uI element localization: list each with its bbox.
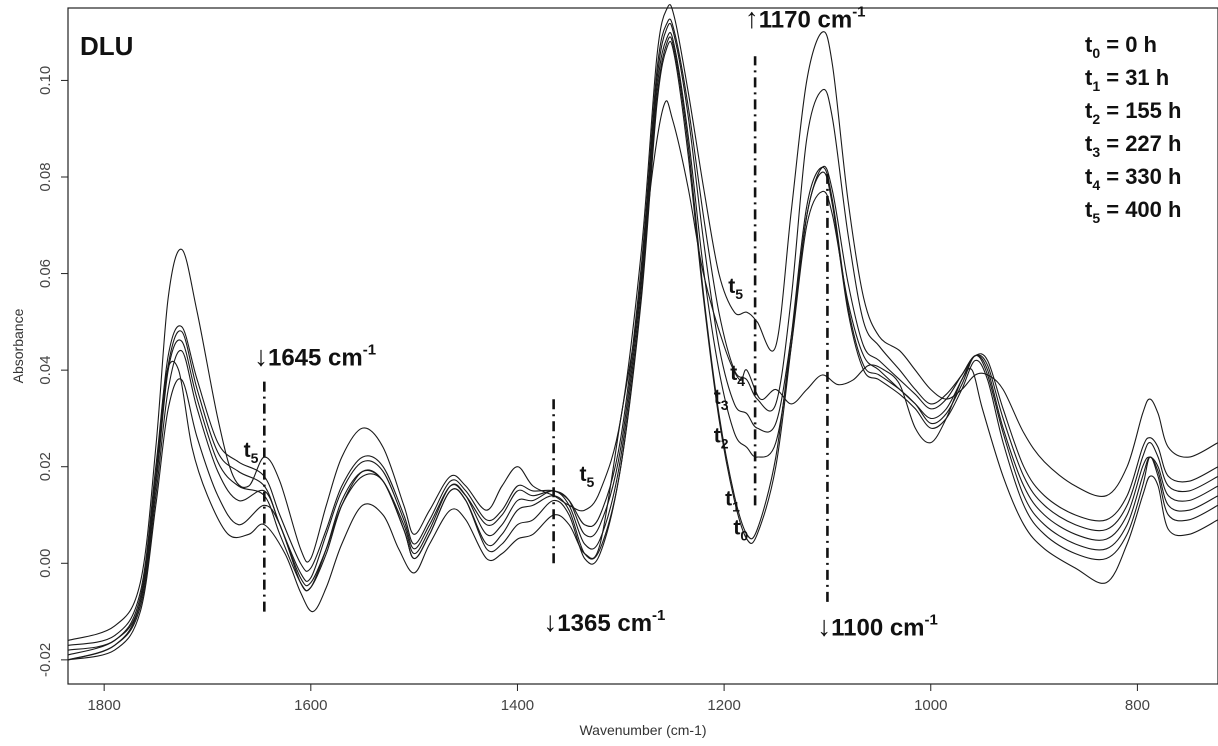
series-line-t3	[67, 22, 1218, 651]
marker-label: ↑1170 cm-1	[745, 2, 866, 33]
legend-entry: t5 = 400 h	[1085, 197, 1181, 226]
legend-value: = 330 h	[1100, 164, 1181, 189]
y-tick-label: 0.08	[37, 162, 54, 191]
label-subscript: 4	[737, 373, 745, 389]
marker-superscript: -1	[925, 612, 938, 629]
series-time-label: t2	[714, 425, 729, 452]
legend-symbol: t	[1085, 197, 1093, 222]
legend-subscript: 3	[1092, 144, 1100, 160]
label-symbol: t	[714, 386, 721, 409]
y-tick-label: 0.02	[37, 452, 54, 481]
legend-subscript: 5	[1092, 210, 1100, 226]
x-axis-title: Wavenumber (cm-1)	[579, 722, 706, 738]
series-line-t0	[67, 40, 1218, 661]
legend-value: = 155 h	[1100, 98, 1181, 123]
marker-text: 1365 cm	[557, 610, 652, 637]
y-tick-label: -0.02	[37, 643, 54, 677]
legend-subscript: 4	[1092, 177, 1100, 193]
legend-value: = 31 h	[1100, 65, 1169, 90]
marker-text: 1100 cm	[831, 615, 924, 642]
legend-entry: t1 = 31 h	[1085, 65, 1169, 94]
x-tick-label: 800	[1125, 697, 1150, 714]
label-subscript: 3	[721, 397, 729, 413]
legend-entry: t0 = 0 h	[1085, 32, 1157, 61]
legend-subscript: 1	[1092, 78, 1100, 94]
x-tick-label: 1600	[294, 697, 327, 714]
legend-value: = 0 h	[1100, 32, 1157, 57]
marker-label: ↓1645 cm-1	[254, 340, 376, 371]
series-time-label: t5	[728, 275, 743, 302]
label-symbol: t	[725, 487, 732, 510]
marker-text: 1645 cm	[268, 344, 363, 371]
legend-symbol: t	[1085, 98, 1093, 123]
x-tick-label: 1200	[707, 697, 740, 714]
series-time-label: t5	[244, 439, 259, 466]
legend-symbol: t	[1085, 164, 1093, 189]
label-symbol: t	[730, 362, 737, 385]
label-symbol: t	[714, 425, 721, 448]
y-tick-label: 0.10	[37, 66, 54, 95]
marker-arrow: ↓	[543, 606, 557, 637]
label-subscript: 1	[732, 498, 740, 514]
legend-value: = 400 h	[1100, 197, 1181, 222]
label-symbol: t	[244, 439, 251, 462]
series-line-t1	[67, 36, 1218, 661]
legend-symbol: t	[1085, 65, 1093, 90]
series-line-t2	[67, 32, 1218, 656]
y-axis: -0.02 0.00 0.02 0.04 0.06 0.08 0.10	[37, 66, 68, 677]
marker-superscript: -1	[363, 341, 376, 358]
x-tick-label: 1800	[87, 697, 120, 714]
legend-symbol: t	[1085, 32, 1093, 57]
y-axis-title: Absorbance	[10, 308, 26, 383]
legend-subscript: 0	[1092, 45, 1100, 61]
marker-arrow: ↓	[254, 340, 268, 371]
y-tick-label: 0.00	[37, 549, 54, 578]
series-time-label: t4	[730, 362, 745, 389]
marker-layer: ↓1645 cm-1↓1365 cm-1↑1170 cm-1↓1100 cm-1	[254, 2, 938, 641]
chart-title: DLU	[80, 31, 133, 61]
series-time-label: t3	[714, 386, 729, 413]
marker-superscript: -1	[852, 3, 865, 20]
label-subscript: 5	[586, 474, 594, 490]
series-time-label: t0	[733, 516, 748, 543]
series-time-label: t1	[725, 487, 740, 514]
x-tick-label: 1400	[501, 697, 534, 714]
series-line-t4	[67, 18, 1218, 646]
x-tick-label: 1000	[914, 697, 947, 714]
legend-entry: t3 = 227 h	[1085, 131, 1181, 160]
marker-arrow: ↑	[745, 2, 759, 33]
x-axis: 1800 1600 1400 1200 1000 800	[87, 684, 1150, 714]
marker-label: ↓1100 cm-1	[817, 611, 938, 642]
label-symbol: t	[579, 463, 586, 486]
marker-superscript: -1	[652, 607, 665, 624]
legend-entry: t2 = 155 h	[1085, 98, 1181, 127]
legend: t0 = 0 ht1 = 31 ht2 = 155 ht3 = 227 ht4 …	[1085, 32, 1181, 226]
label-subscript: 2	[721, 436, 729, 452]
legend-value: = 227 h	[1100, 131, 1181, 156]
label-subscript: 0	[740, 527, 748, 543]
y-tick-label: 0.06	[37, 259, 54, 288]
plot-frame	[67, 7, 1218, 685]
label-symbol: t	[733, 516, 740, 539]
legend-symbol: t	[1085, 131, 1093, 156]
label-subscript: 5	[251, 450, 259, 466]
series-time-label: t5	[579, 463, 594, 490]
marker-text: 1170 cm	[759, 6, 852, 33]
marker-label: ↓1365 cm-1	[543, 606, 665, 637]
y-tick-label: 0.04	[37, 356, 54, 385]
label-subscript: 5	[735, 286, 743, 302]
legend-subscript: 2	[1092, 111, 1100, 127]
label-symbol: t	[728, 275, 735, 298]
series-line-t5	[67, 4, 1218, 642]
series-layer	[67, 4, 1218, 661]
legend-entry: t4 = 330 h	[1085, 164, 1181, 193]
series-line-t0-raw	[67, 100, 1218, 661]
marker-arrow: ↓	[817, 611, 831, 642]
